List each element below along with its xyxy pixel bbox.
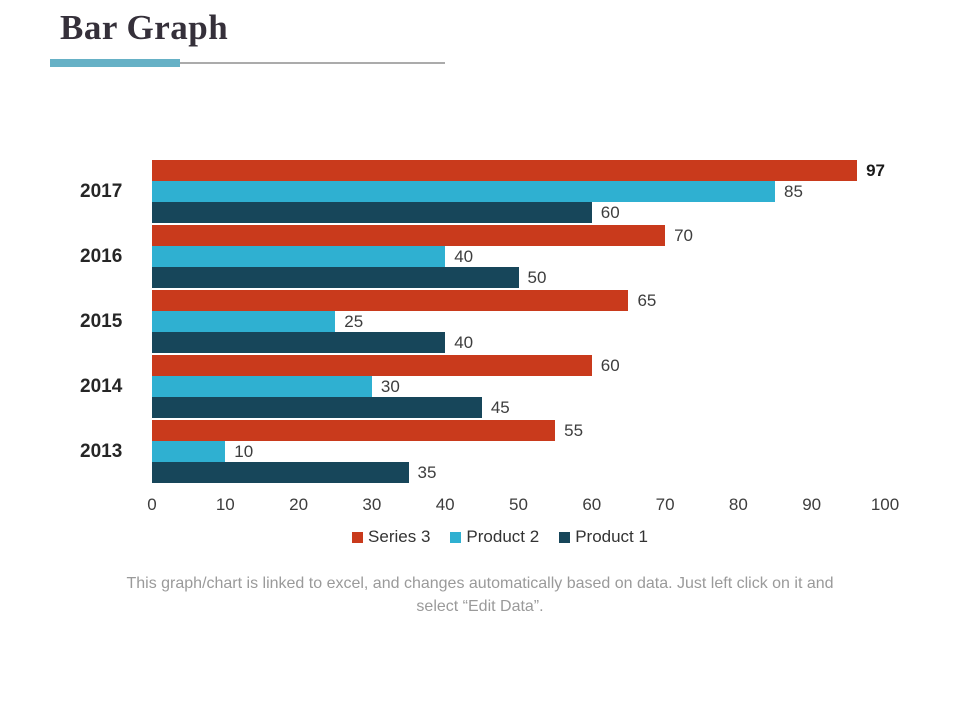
bar-value-label: 25 — [344, 311, 364, 331]
bar-product-2 — [152, 441, 226, 462]
bar-line: 25 — [152, 311, 885, 332]
bar-value-label: 10 — [234, 441, 254, 461]
chart-row-2017: 2017 97 85 60 — [80, 160, 920, 223]
bar-line: 40 — [152, 246, 885, 267]
bar-value-label: 85 — [784, 181, 803, 201]
legend: Series 3 Product 2 Product 1 — [80, 527, 920, 547]
underline-accent-bar — [50, 59, 180, 67]
bar-group: 65 25 40 — [152, 290, 885, 353]
x-tick-label: 60 — [582, 495, 602, 514]
bar-product-2 — [152, 246, 446, 267]
bar-series-3 — [152, 420, 556, 441]
legend-item-product-2: Product 2 — [450, 527, 539, 547]
chart-rows: 2017 97 85 60 2016 70 40 50 2015 65 25 40 2014 60 30 45… — [80, 160, 920, 483]
legend-swatch-icon — [450, 531, 462, 543]
category-label: 2015 — [80, 310, 123, 332]
bar-product-1 — [152, 202, 592, 223]
legend-label: Product 2 — [466, 527, 540, 546]
bar-value-label: 45 — [490, 397, 510, 417]
x-axis: 0 10 20 30 40 50 60 70 80 90 100 — [147, 495, 899, 521]
bar-line: 85 — [152, 181, 885, 202]
bar-value-label: 97 — [866, 160, 885, 180]
bar-value-label: 35 — [417, 462, 437, 482]
bar-product-1 — [152, 462, 409, 483]
bar-chart[interactable]: 2017 97 85 60 2016 70 40 50 2015 65 25 40 2014 60 30 45… — [80, 160, 920, 547]
bar-product-1 — [152, 397, 482, 418]
legend-item-series-3: Series 3 — [352, 527, 430, 547]
page-title: Bar Graph — [60, 8, 229, 47]
bar-line: 10 — [152, 441, 885, 462]
bar-line: 60 — [152, 355, 885, 376]
category-label: 2017 — [80, 180, 123, 202]
category-label: 2014 — [80, 375, 123, 397]
underline-gray-line — [50, 62, 445, 64]
bar-value-label: 60 — [600, 355, 620, 375]
x-tick-label: 0 — [147, 495, 157, 514]
legend-label: Series 3 — [368, 527, 431, 546]
bar-value-label: 50 — [527, 267, 547, 287]
bar-line: 65 — [152, 290, 885, 311]
footer-note: This graph/chart is linked to excel, and… — [126, 575, 834, 616]
x-tick-label: 20 — [289, 495, 309, 514]
chart-row-2015: 2015 65 25 40 — [80, 290, 920, 353]
bar-line: 35 — [152, 462, 885, 483]
bar-group: 55 10 35 — [152, 420, 885, 483]
x-tick-label: 50 — [509, 495, 528, 514]
chart-row-2014: 2014 60 30 45 — [80, 355, 920, 418]
bar-value-label: 60 — [600, 202, 620, 222]
bar-line: 40 — [152, 332, 885, 353]
bar-value-label: 30 — [380, 376, 400, 396]
x-tick-label: 10 — [215, 495, 235, 514]
category-label: 2016 — [80, 245, 123, 267]
x-tick-label: 100 — [870, 495, 900, 514]
bar-series-3 — [152, 290, 629, 311]
bar-product-1 — [152, 267, 519, 288]
x-tick-label: 40 — [435, 495, 455, 514]
bar-series-3 — [152, 160, 858, 181]
bar-value-label: 40 — [454, 246, 474, 266]
x-tick-label: 90 — [802, 495, 822, 514]
bar-line: 97 — [152, 160, 885, 181]
bar-value-label: 65 — [637, 290, 657, 310]
bar-line: 45 — [152, 397, 885, 418]
bar-product-2 — [152, 376, 372, 397]
bar-line: 30 — [152, 376, 885, 397]
bar-line: 70 — [152, 225, 885, 246]
bar-value-label: 40 — [454, 332, 474, 352]
x-tick-label: 30 — [362, 495, 382, 514]
legend-swatch-icon — [352, 531, 364, 543]
bar-value-label: 70 — [674, 225, 694, 245]
header: Bar Graph — [60, 8, 228, 48]
bar-series-3 — [152, 355, 592, 376]
bar-series-3 — [152, 225, 666, 246]
footer: This graph/chart is linked to excel, and… — [0, 572, 960, 618]
bar-group: 70 40 50 — [152, 225, 885, 288]
x-tick-label: 80 — [728, 495, 748, 514]
x-tick-label: 70 — [655, 495, 675, 514]
legend-label: Product 1 — [575, 527, 648, 546]
bar-line: 60 — [152, 202, 885, 223]
bar-product-2 — [152, 181, 776, 202]
legend-item-product-1: Product 1 — [559, 527, 648, 547]
chart-row-2013: 2013 55 10 35 — [80, 420, 920, 483]
bar-line: 50 — [152, 267, 885, 288]
title-underline — [50, 59, 445, 67]
legend-swatch-icon — [559, 531, 571, 543]
bar-group: 60 30 45 — [152, 355, 885, 418]
bar-line: 55 — [152, 420, 885, 441]
category-label: 2013 — [80, 440, 123, 462]
bar-product-1 — [152, 332, 446, 353]
bar-value-label: 55 — [564, 420, 584, 440]
bar-product-2 — [152, 311, 336, 332]
bar-group: 97 85 60 — [152, 160, 885, 223]
chart-row-2016: 2016 70 40 50 — [80, 225, 920, 288]
